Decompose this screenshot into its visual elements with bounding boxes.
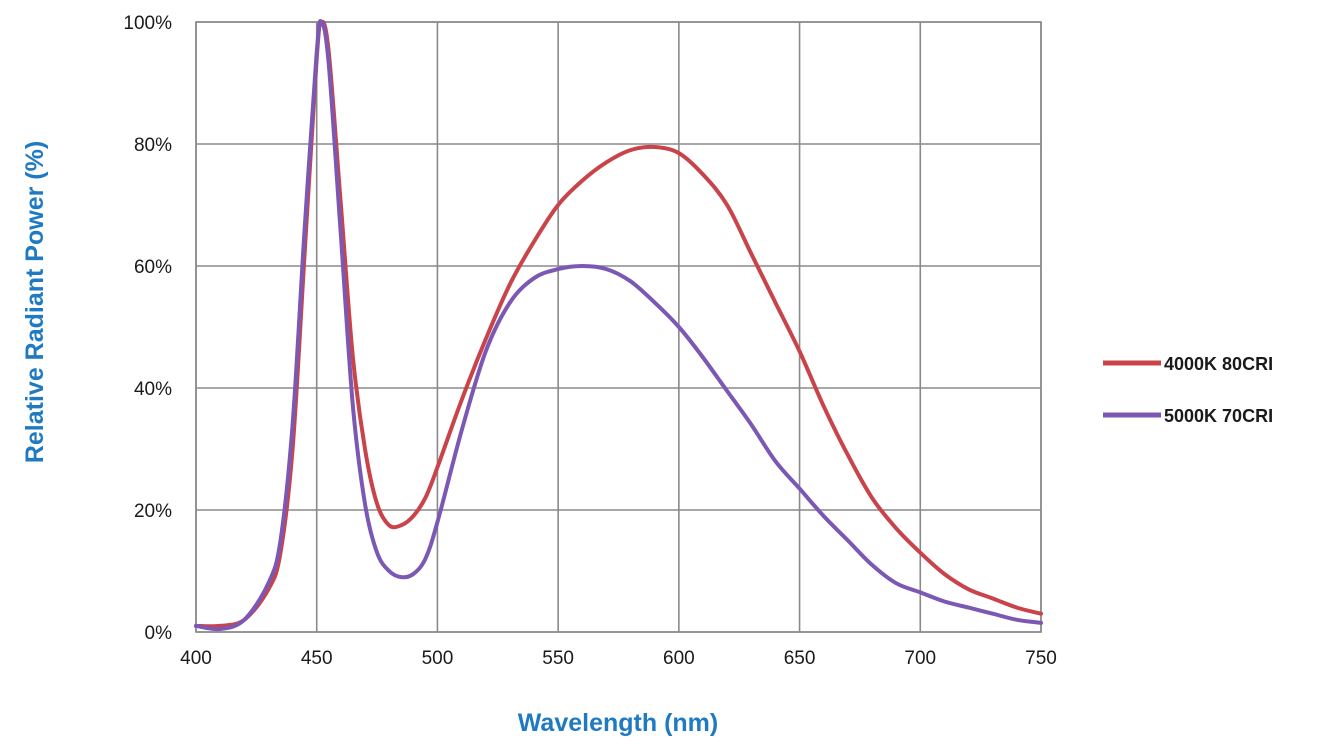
y-tick-label: 80% — [134, 135, 172, 156]
x-tick-label: 700 — [904, 648, 936, 669]
chart-series — [194, 19, 1043, 632]
legend-label-2: 5000K 70CRI — [1164, 406, 1273, 426]
x-axis-title: Wavelength (nm) — [518, 709, 718, 737]
y-tick-label: 20% — [134, 501, 172, 522]
plot-frame — [195, 21, 1042, 633]
chart-gridlines — [195, 21, 1042, 633]
series-line-1 — [194, 19, 1043, 629]
x-tick-label: 650 — [784, 648, 816, 669]
x-tick-label: 550 — [542, 648, 574, 669]
y-tick-label: 0% — [145, 623, 173, 644]
y-tick-label: 60% — [134, 257, 172, 278]
x-tick-label: 750 — [1025, 648, 1057, 669]
chart-legend: 4000K 80CRI 5000K 70CRI — [1103, 354, 1273, 426]
x-tick-label: 500 — [422, 648, 454, 669]
chart-tick-labels: 400 450 500 550 600 650 700 750 0% 20% 40% 60% 80% 10… — [123, 13, 1056, 669]
y-tick-label: 100% — [123, 13, 172, 34]
x-tick-label: 450 — [301, 648, 333, 669]
x-tick-label: 400 — [180, 648, 212, 669]
x-tick-label: 600 — [663, 648, 695, 669]
series-line-2 — [194, 19, 1043, 632]
y-axis-title: Relative Radiant Power (%) — [21, 141, 49, 463]
legend-label-1: 4000K 80CRI — [1164, 354, 1273, 374]
y-tick-label: 40% — [134, 379, 172, 400]
